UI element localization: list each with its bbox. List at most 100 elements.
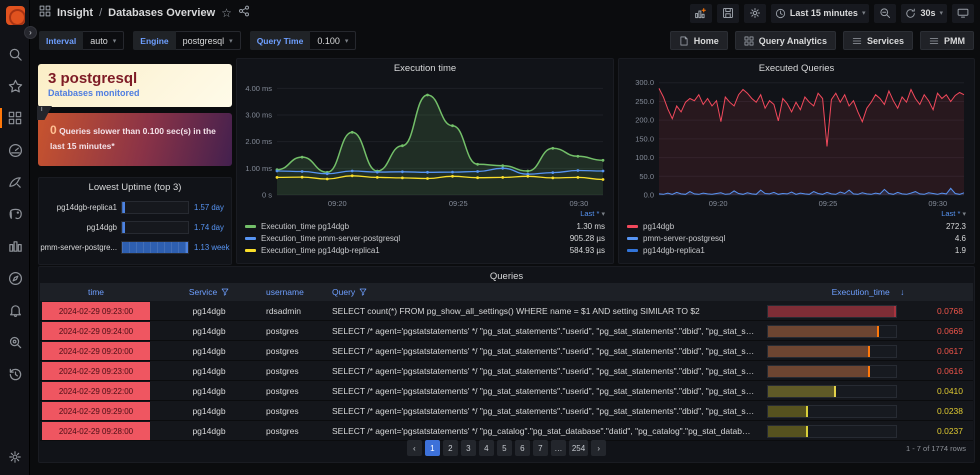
time-cell: 2024-02-29 09:22:00 [42, 382, 150, 400]
prev-page-button[interactable]: ‹ [406, 440, 422, 456]
filter-funnel-icon[interactable] [221, 288, 229, 296]
time-cell: 2024-02-29 09:20:00 [42, 342, 150, 360]
service-cell: pg14dgb [192, 406, 226, 416]
legend-item[interactable]: Execution_time pg14dgb-replica1 584.93 µ… [245, 244, 605, 256]
execution-bar [767, 384, 897, 398]
col-username[interactable]: username [266, 287, 304, 297]
svg-text:50.0: 50.0 [639, 172, 654, 181]
mysql-dolphin-icon[interactable] [0, 168, 30, 196]
pmm-button[interactable]: PMM [920, 31, 974, 50]
page-button[interactable]: 7 [532, 440, 548, 456]
svg-text:09:25: 09:25 [449, 199, 468, 208]
svg-text:200.0: 200.0 [635, 116, 654, 125]
execution-bar [767, 344, 897, 358]
uptime-label: pmm-server-postgre... [40, 242, 117, 252]
legend-sort-header[interactable]: Last * ▾ [580, 209, 605, 218]
series-color-chip [627, 248, 638, 252]
table-body: 2024-02-29 09:23:00 pg14dgb rdsadmin SEL… [40, 301, 973, 441]
add-panel-icon[interactable] [689, 3, 712, 23]
engine-select[interactable]: postgresql ▾ [175, 31, 241, 50]
query-time-filter: Query Time 0.100 ▾ [249, 31, 357, 50]
bar-chart-icon[interactable] [0, 232, 30, 260]
services-button[interactable]: Services [842, 31, 913, 50]
table-row[interactable]: 2024-02-29 09:23:00 pg14dgb postgres SEL… [40, 361, 973, 381]
page-button[interactable]: 3 [460, 440, 476, 456]
save-dashboard-icon[interactable] [716, 3, 739, 23]
table-row[interactable]: 2024-02-29 09:24:00 pg14dgb postgres SEL… [40, 321, 973, 341]
legend-item[interactable]: Execution_time pmm-server-postgresql 905… [245, 232, 605, 244]
page-button[interactable]: 1 [424, 440, 440, 456]
service-cell: pg14dgb [192, 426, 226, 436]
time-cell: 2024-02-29 09:28:00 [42, 422, 150, 440]
page-button[interactable]: 5 [496, 440, 512, 456]
filter-funnel-icon[interactable] [359, 288, 367, 296]
page-button[interactable]: 2 [442, 440, 458, 456]
backup-history-icon[interactable] [0, 360, 30, 388]
svg-text:09:20: 09:20 [709, 199, 728, 208]
col-time[interactable]: time [87, 287, 105, 297]
sidebar-expand-button[interactable]: › [24, 26, 37, 39]
table-row[interactable]: 2024-02-29 09:23:00 pg14dgb rdsadmin SEL… [40, 301, 973, 321]
zoom-out-icon[interactable] [874, 3, 897, 23]
pmm-logo-icon[interactable] [0, 0, 30, 30]
username-cell: postgres [266, 326, 299, 336]
queries-table-title[interactable]: Queries [489, 271, 524, 282]
explore-compass-icon[interactable] [0, 264, 30, 292]
time-range-picker[interactable]: Last 15 minutes ▾ [770, 3, 870, 23]
page-ellipsis[interactable]: … [550, 440, 566, 456]
dashboard-settings-gear-icon[interactable] [743, 3, 766, 23]
page-button[interactable]: 6 [514, 440, 530, 456]
query-analytics-button[interactable]: Query Analytics [734, 31, 836, 50]
table-row[interactable]: 2024-02-29 09:29:00 pg14dgb postgres SEL… [40, 401, 973, 421]
service-cell: pg14dgb [192, 306, 226, 316]
table-row[interactable]: 2024-02-29 09:22:00 pg14dgb postgres SEL… [40, 381, 973, 401]
svg-text:09:30: 09:30 [928, 199, 947, 208]
uptime-row: pg14dgb-replica1 1.57 day [39, 200, 231, 214]
starred-icon[interactable] [0, 72, 30, 100]
execution-time-chart[interactable]: 0 s 1.00 ms 2.00 ms 3.00 ms 4.00 ms 09:20 09:2… [241, 74, 609, 208]
breadcrumb-section[interactable]: Insight [57, 7, 94, 19]
refresh-picker[interactable]: 30s ▾ [901, 3, 947, 23]
table-row[interactable]: 2024-02-29 09:28:00 pg14dgb postgres SEL… [40, 421, 973, 441]
svg-text:150.0: 150.0 [635, 134, 654, 143]
kiosk-monitor-icon[interactable] [952, 3, 974, 23]
service-cell: pg14dgb [192, 366, 226, 376]
legend-item[interactable]: pg14dgb 272.3 [627, 220, 966, 232]
col-query[interactable]: Query [332, 287, 763, 297]
postgresql-elephant-icon[interactable] [0, 200, 30, 228]
legend-sort-header[interactable]: Last * ▾ [941, 209, 966, 218]
dashboards-icon[interactable] [0, 104, 30, 132]
uptime-value: 1.57 day [194, 202, 224, 212]
execution-bar [767, 404, 897, 418]
row-count-info: 1 - 7 of 1774 rows [905, 444, 966, 453]
configuration-gear-icon[interactable] [0, 443, 30, 471]
executed-queries-chart[interactable]: 0.0 50.0 100.0 150.0 200.0 250.0 300.0 09:20 09:… [623, 74, 970, 208]
legend-item[interactable]: pmm-server-postgresql 4.6 [627, 232, 966, 244]
interval-select[interactable]: auto ▾ [83, 31, 125, 50]
uptime-panel-title[interactable]: Lowest Uptime (top 3) [88, 182, 182, 193]
col-execution-time[interactable]: Execution_time ↓ [831, 287, 905, 297]
alerting-bell-icon[interactable] [0, 296, 30, 324]
query-cell: SELECT count(*) FROM pg_show_all_setting… [332, 306, 700, 316]
svg-text:0.0: 0.0 [644, 191, 654, 200]
query-time-select[interactable]: 0.100 ▾ [310, 31, 357, 50]
page-button[interactable]: 4 [478, 440, 494, 456]
page-button[interactable]: 254 [568, 440, 589, 456]
info-corner-icon[interactable]: i [37, 106, 52, 120]
favorite-star-icon[interactable]: ☆ [221, 6, 232, 20]
legend-item[interactable]: Execution_time pg14dgb 1.30 ms [245, 220, 605, 232]
time-cell: 2024-02-29 09:29:00 [42, 402, 150, 420]
legend-item[interactable]: pg14dgb-replica1 1.9 [627, 244, 966, 256]
home-button[interactable]: Home [669, 31, 728, 50]
col-service[interactable]: Service [152, 287, 266, 297]
svg-text:3.00 ms: 3.00 ms [245, 111, 272, 120]
executed-queries-title[interactable]: Executed Queries [758, 63, 835, 74]
sidebar [0, 0, 30, 475]
share-icon[interactable] [238, 4, 250, 22]
table-row[interactable]: 2024-02-29 09:20:00 pg14dgb postgres SEL… [40, 341, 973, 361]
next-page-button[interactable]: › [591, 440, 607, 456]
advisors-search-gear-icon[interactable] [0, 328, 30, 356]
operating-system-icon[interactable] [0, 136, 30, 164]
search-icon[interactable] [0, 40, 30, 68]
execution-time-title[interactable]: Execution time [393, 63, 457, 74]
